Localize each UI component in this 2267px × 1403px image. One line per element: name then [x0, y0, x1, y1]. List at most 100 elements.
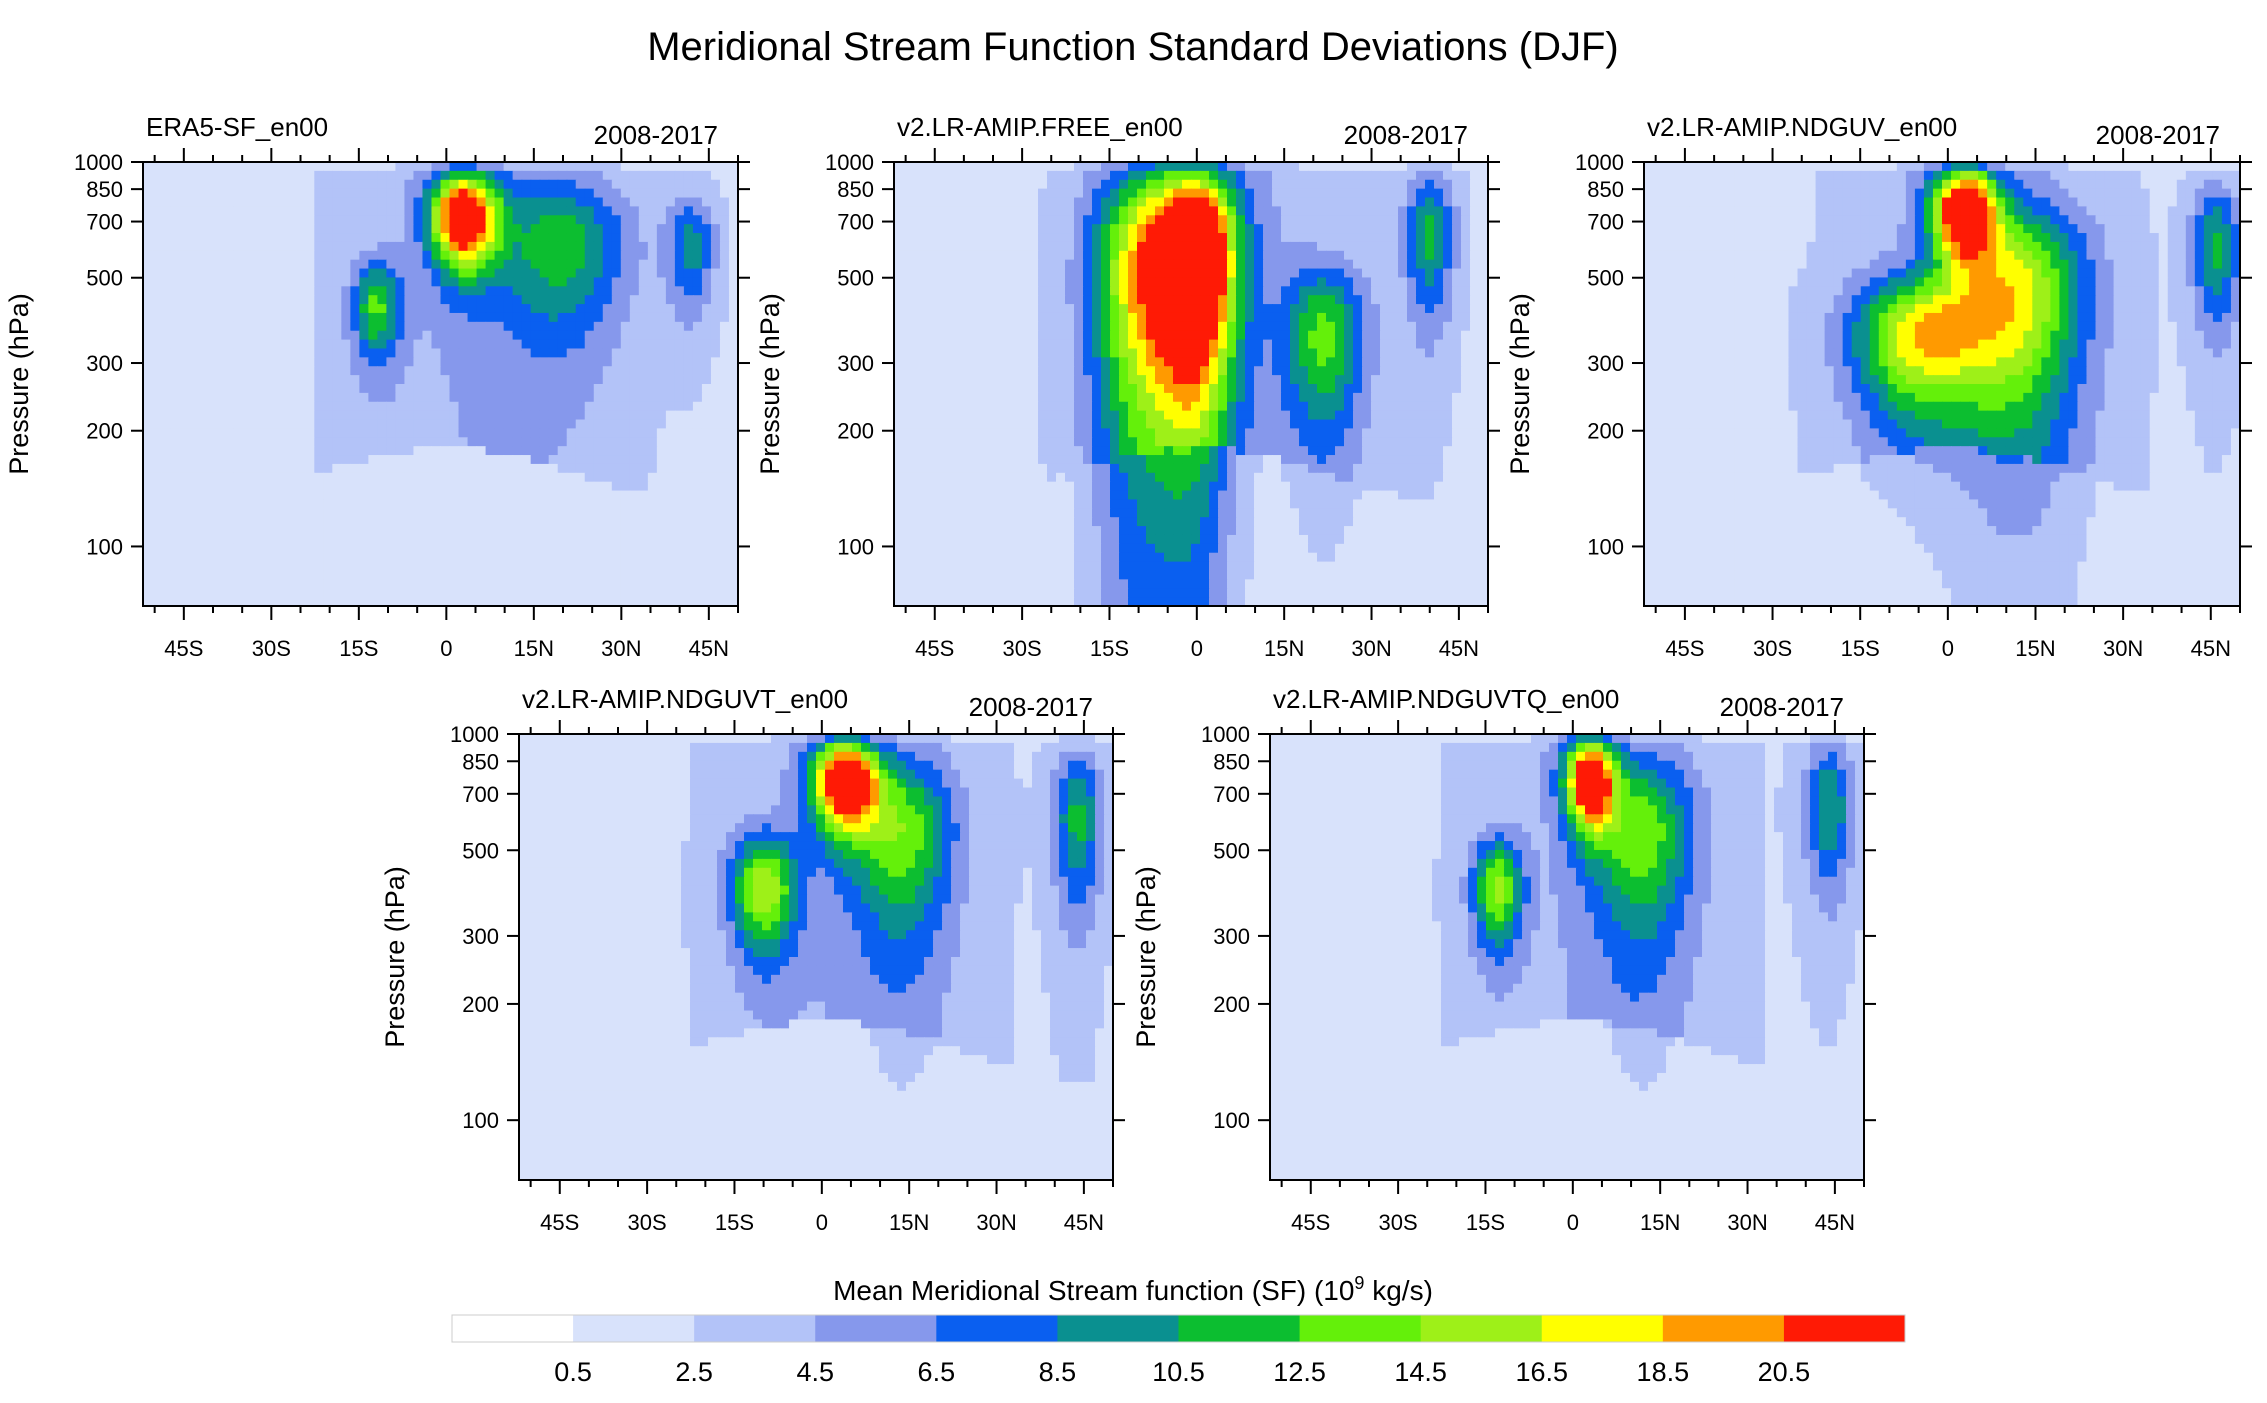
field-cell [314, 570, 324, 580]
field-cell [602, 339, 613, 350]
field-cell [179, 348, 189, 358]
field-cell [710, 206, 721, 216]
field-cell [1353, 304, 1363, 314]
field-cell [1353, 277, 1363, 287]
field-cell [575, 534, 586, 545]
field-cell [1074, 179, 1084, 190]
field-cell [359, 330, 369, 341]
field-cell [903, 321, 913, 332]
field-cell [404, 286, 415, 296]
field-cell [341, 419, 351, 429]
field-cell [1425, 215, 1435, 225]
field-cell [1074, 357, 1084, 367]
field-cell [359, 481, 369, 492]
field-cell [1065, 330, 1075, 341]
field-cell [1452, 233, 1462, 243]
field-cell [197, 392, 207, 403]
field-cell [314, 259, 324, 270]
field-cell [368, 384, 378, 394]
field-cell [1047, 295, 1057, 305]
field-cell [143, 463, 153, 474]
field-cell [656, 517, 667, 527]
field-cell [1101, 348, 1111, 358]
field-cell [1326, 312, 1336, 323]
field-cell [710, 330, 721, 341]
field-cell [1254, 224, 1264, 234]
field-cell [1272, 250, 1282, 261]
field-cell [1326, 304, 1336, 314]
field-cell [314, 410, 324, 421]
field-cell [683, 508, 694, 518]
field-cell [467, 410, 478, 421]
field-cell [296, 428, 306, 438]
field-cell [548, 348, 559, 358]
field-cell [1002, 179, 1012, 190]
field-cell [1479, 241, 1488, 252]
field-cell [521, 508, 532, 518]
field-cell [224, 472, 234, 483]
field-cell [242, 224, 252, 234]
field-cell [152, 490, 162, 501]
field-cell [692, 597, 703, 606]
field-cell [224, 312, 234, 323]
field-cell [422, 392, 433, 403]
field-cell [206, 508, 216, 518]
field-cell [485, 419, 496, 429]
field-cell [1299, 348, 1309, 358]
field-cell [512, 375, 523, 385]
field-cell [161, 206, 171, 216]
field-cell [377, 552, 388, 563]
field-cell [521, 419, 532, 429]
field-cell [350, 481, 360, 492]
field-cell [1416, 224, 1426, 234]
field-cell [539, 455, 550, 465]
field-cell [647, 543, 658, 554]
field-cell [188, 472, 198, 483]
field-cell [161, 241, 171, 252]
field-cell [503, 455, 514, 465]
field-cell [1101, 206, 1111, 216]
field-cell [467, 312, 478, 323]
field-cell [1155, 188, 1165, 199]
field-cell [233, 579, 243, 589]
field-cell [188, 233, 198, 243]
field-cell [152, 348, 162, 358]
field-cell [1380, 250, 1390, 261]
field-cell [611, 579, 622, 589]
field-cell [1083, 259, 1093, 270]
field-cell [903, 197, 913, 207]
field-cell [957, 224, 967, 234]
field-cell [1362, 304, 1372, 314]
field-cell [584, 499, 595, 509]
field-cell [1281, 277, 1291, 287]
field-cell [350, 170, 360, 181]
field-cell [170, 526, 180, 536]
field-cell [692, 561, 703, 572]
field-cell [1425, 330, 1435, 341]
field-cell [1218, 268, 1228, 279]
field-cell [440, 543, 451, 554]
field-cell [431, 250, 442, 261]
field-cell [260, 410, 270, 421]
field-cell [1425, 170, 1435, 181]
field-cell [305, 508, 315, 518]
field-cell [386, 215, 397, 225]
field-cell [521, 384, 532, 394]
field-cell [1317, 268, 1327, 279]
field-cell [530, 321, 541, 332]
field-cell [1182, 259, 1192, 270]
field-cell [242, 526, 252, 536]
field-cell [1479, 312, 1488, 323]
field-cell [575, 401, 586, 412]
field-cell [413, 188, 424, 199]
field-cell [1353, 348, 1363, 358]
field-cell [647, 410, 658, 421]
field-cell [350, 428, 360, 438]
field-cell [350, 197, 360, 207]
field-cell [1281, 330, 1291, 341]
field-cell [1047, 277, 1057, 287]
field-cell [903, 339, 913, 350]
field-cell [413, 543, 424, 554]
field-cell [260, 250, 270, 261]
field-cell [1452, 357, 1462, 367]
